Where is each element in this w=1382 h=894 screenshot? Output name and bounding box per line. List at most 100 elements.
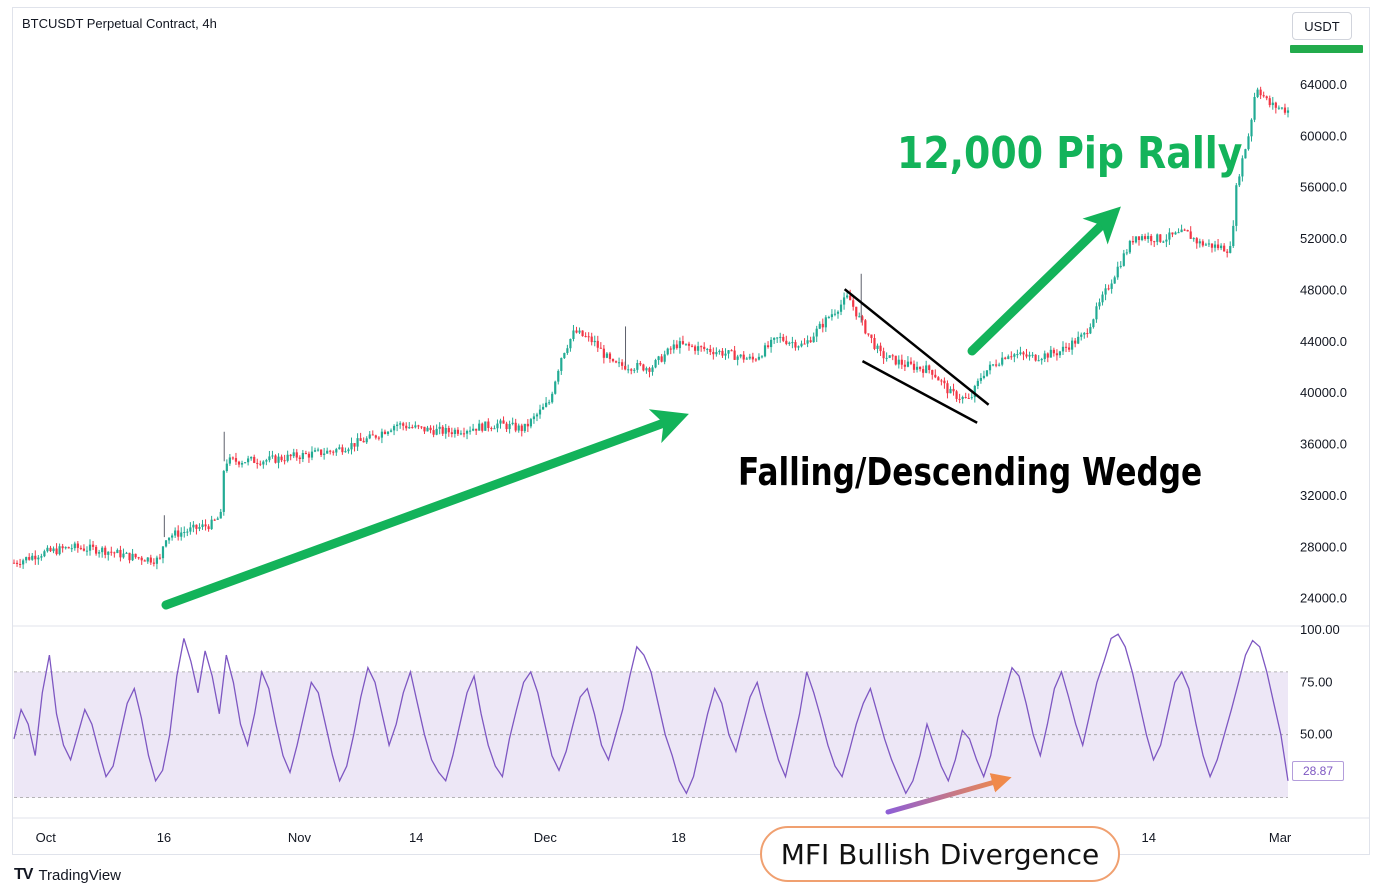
candle-body [949,388,952,394]
candle-body [152,562,155,564]
candle-body [1201,241,1204,246]
candle-body [1061,346,1065,352]
candle-body [313,450,317,452]
candle-body [669,348,672,350]
candle-body [882,351,885,359]
candle-body [101,547,104,553]
candle-body [970,397,973,399]
candle-body [198,527,201,529]
candle-body [849,295,852,301]
candle-body [693,346,697,351]
price-tick-label: 52000.0 [1300,231,1347,246]
candle-body [228,457,231,464]
candle-body [928,365,931,370]
candle-body [1052,349,1055,354]
candle-body [371,434,374,436]
tradingview-brand[interactable]: TV TradingView [14,866,121,884]
price-tick-label: 32000.0 [1300,488,1347,503]
candle-body [922,369,925,373]
time-tick-label: Nov [288,830,312,845]
candle-body [234,458,238,462]
candle-body [1113,277,1116,284]
candle-body [839,304,843,312]
candle-body [1128,240,1131,253]
candle-body [465,431,469,434]
candle-body [113,552,116,554]
candle-body [1010,356,1013,358]
candle-body [341,447,344,453]
mfi-divergence-annotation: MFI Bullish Divergence [760,826,1120,882]
candle-body [1049,349,1052,358]
candles [12,86,1290,570]
currency-selector[interactable]: USDT [1292,12,1352,40]
candle-body [1204,244,1208,246]
candle-body [411,427,414,429]
candle-body [709,348,712,352]
candle-body [55,548,58,555]
candle-body [827,317,830,319]
candle-body [918,366,922,370]
candle-body [867,333,870,335]
candle-body [861,316,864,321]
uptrend-arrow [161,409,689,610]
candle-body [1274,102,1277,108]
candle-body [1162,241,1165,243]
candle-body [964,397,967,399]
candle-body [988,364,992,371]
candle-body [316,449,320,451]
time-tick-label: 14 [409,830,423,845]
candle-body [706,348,709,350]
candle-body [1013,354,1016,357]
candle-body [295,452,298,458]
candle-body [505,423,508,430]
candle-body [633,369,636,371]
candle-body [1089,327,1092,334]
candle-body [484,421,487,431]
wedge-lower-trendline [861,360,978,424]
candle-body [307,453,311,458]
candle-body [666,348,669,355]
candle-body [934,374,937,378]
candle-body [468,430,472,432]
candle-body [362,440,365,443]
candle-body [791,342,794,344]
candle-body [243,462,247,464]
candle-body [1244,149,1247,159]
candle-body [402,423,405,426]
candle-body [718,350,721,353]
candle-body [347,449,350,452]
candle-body [551,393,554,403]
candle-body [560,358,563,371]
candle-body [991,364,995,366]
candle-body [1229,246,1232,253]
candle-body [1271,102,1274,106]
candle-body [85,550,89,552]
candle-body [271,455,274,457]
candle-body [177,530,180,537]
candle-body [1171,232,1174,235]
candle-body [204,524,207,527]
candle-body [1028,354,1031,357]
candle-body [833,313,837,315]
candle-body [1001,357,1004,365]
last-price-marker [1290,45,1363,53]
candle-body [1159,234,1162,242]
candle-body [304,453,307,455]
candle-body [870,334,873,339]
candle-body [1153,241,1156,243]
candle-body [110,551,113,553]
candle-body [332,451,335,453]
candle-body [323,453,326,455]
candle-body [508,424,511,430]
candle-body [429,427,432,431]
candle-body [1256,89,1259,97]
price-tick-label: 40000.0 [1300,385,1347,400]
candle-body [1022,352,1025,355]
candle-body [374,435,377,438]
candle-body [1143,236,1147,240]
time-tick-label: 16 [157,830,171,845]
candle-body [906,361,910,367]
candle-body [459,433,463,435]
time-tick-label: 14 [1141,830,1155,845]
